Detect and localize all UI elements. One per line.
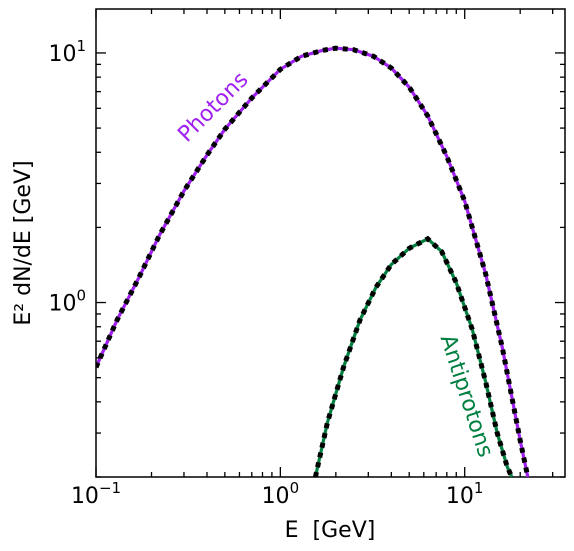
photons-label: Photons (173, 67, 253, 147)
x-tick-label: 100 (262, 479, 300, 509)
y-axis-label: E² dN/dE [GeV] (11, 160, 36, 325)
plot-frame (95, 8, 566, 478)
x-tick-label: 10−1 (71, 479, 121, 509)
curves (96, 45, 531, 477)
y-tick-label: 101 (48, 37, 86, 67)
axis-tick-labels: 10−1 100 101 100 101 (48, 37, 483, 509)
x-tick-label: 101 (446, 479, 484, 509)
y-tick-label: 100 (48, 287, 86, 317)
x-axis-label: E [GeV] (285, 518, 376, 543)
axis-ticks (95, 9, 565, 478)
antiprotons-dashed-overlay (312, 235, 515, 477)
photons-dashed-overlay (96, 45, 531, 477)
